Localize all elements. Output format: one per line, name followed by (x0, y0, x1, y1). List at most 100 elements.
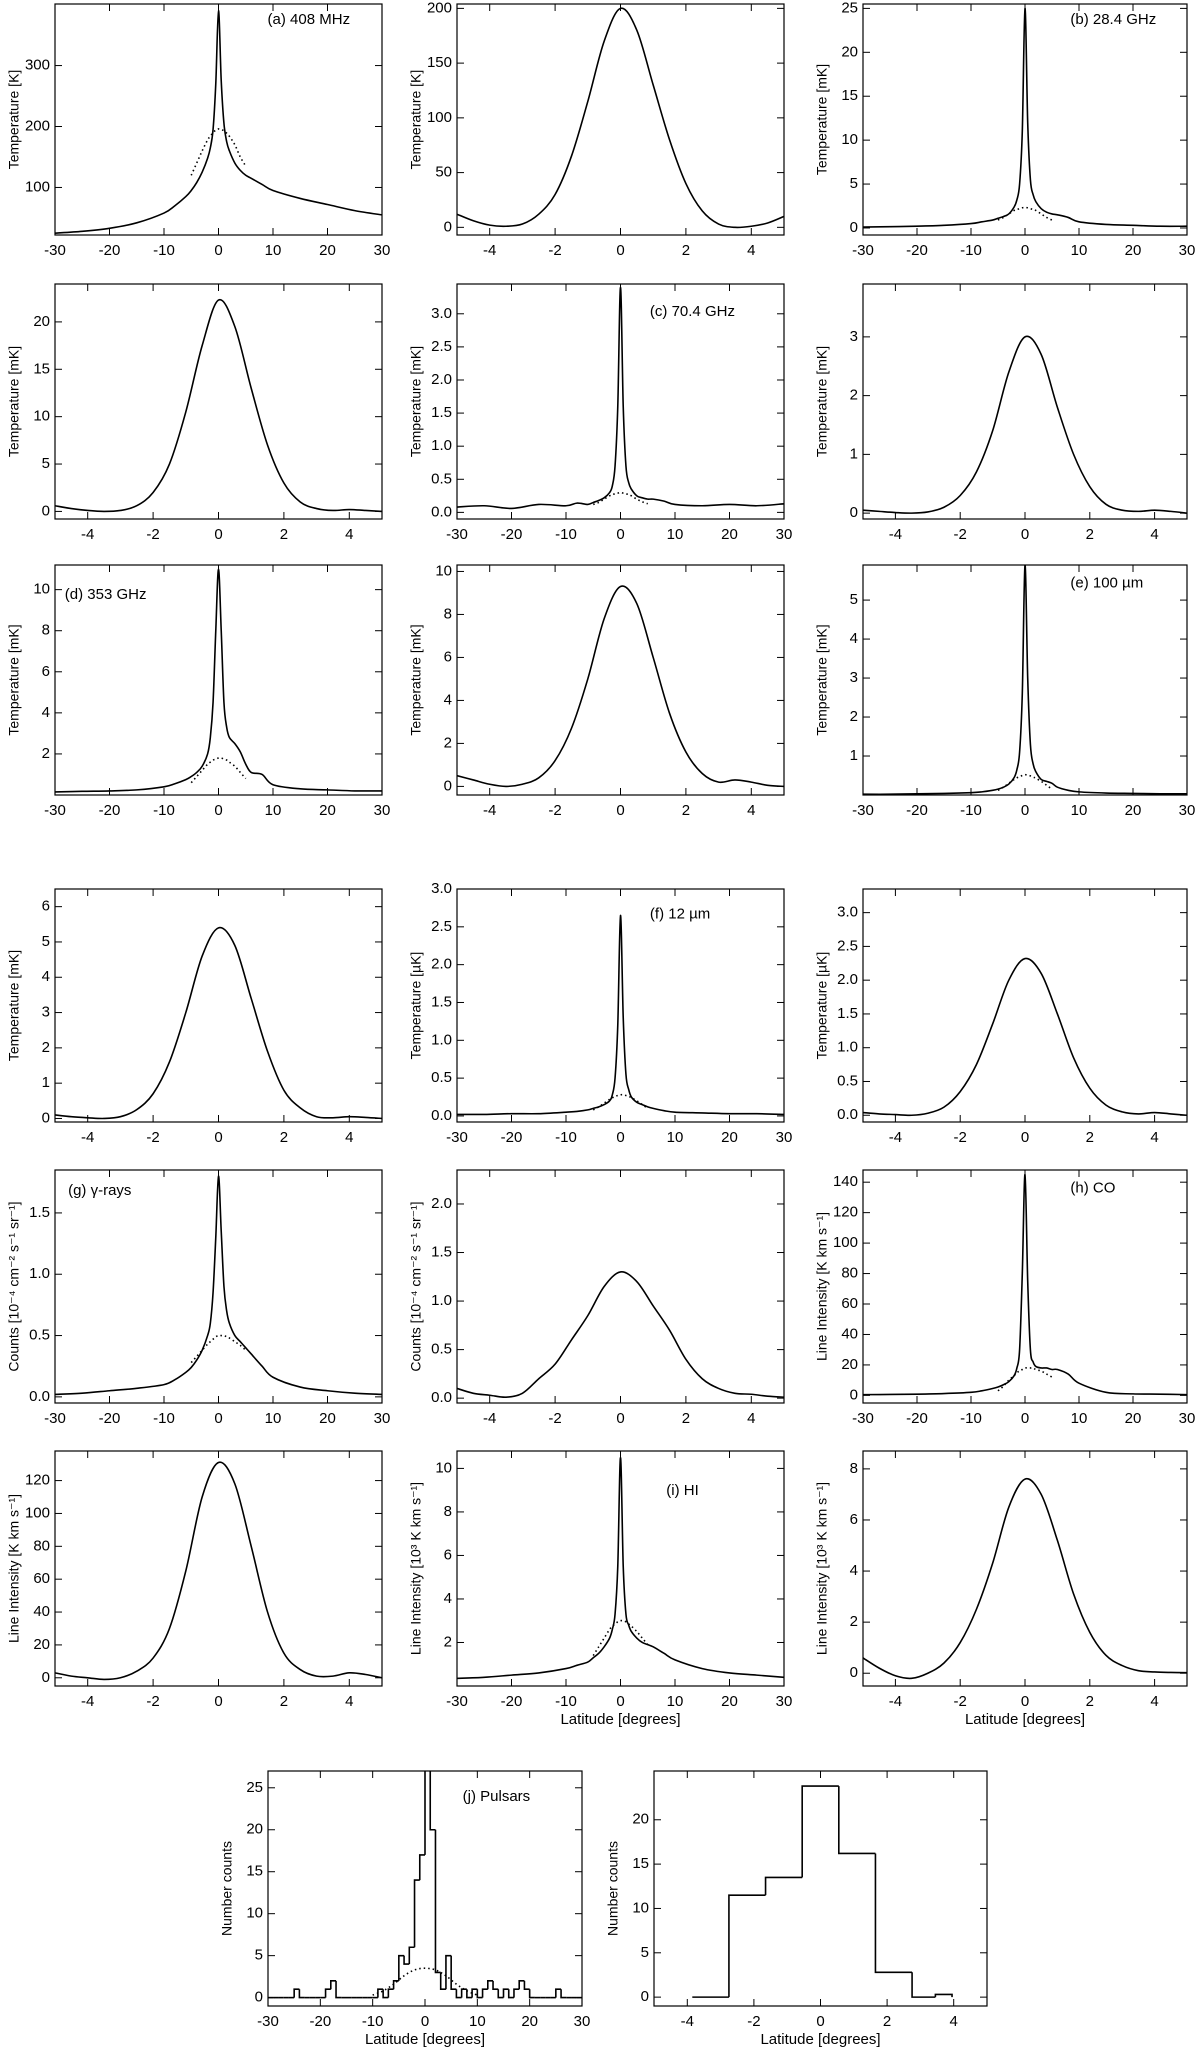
panel: -4 -2 0 2 4 0 2 4 6 8 10 Temperature [mK] (408, 562, 785, 819)
x-tick-label: -10 (960, 802, 982, 819)
line (997, 1367, 1053, 1392)
y-tick-label: 0.5 (431, 1069, 452, 1086)
y-tick-label: 15 (841, 87, 858, 104)
x-tick-label: -20 (99, 802, 121, 819)
axes-frame (456, 1169, 785, 1404)
histogram-bin (528, 1989, 535, 1999)
y-tick-label: 1.5 (431, 404, 452, 421)
panel-label: (g) γ-rays (68, 1182, 131, 1199)
x-tick-label: -4 (483, 1410, 496, 1427)
y-tick-label: 120 (833, 1204, 858, 1221)
x-tick-label: 0 (616, 526, 624, 543)
axes-frame (862, 1450, 1188, 1687)
x-tick-label: 0 (616, 1410, 624, 1427)
histogram-bin (497, 1989, 504, 1999)
plot-area (55, 9, 382, 234)
y-tick-label: 3.0 (431, 305, 452, 322)
y-tick-label: 2.0 (431, 956, 452, 973)
histogram-bin (492, 1980, 499, 1991)
y-tick-label: 0.5 (431, 1341, 452, 1358)
panel: -30 -20 -10 0 10 20 30 0.0 0.5 1.0 1.5 (g) γ-rays Co… (6, 1169, 390, 1427)
y-tick-label: 8 (444, 1503, 452, 1520)
x-tick-label: 2 (1086, 1693, 1094, 1710)
histogram-bin (293, 1988, 300, 1998)
y-tick-label: 5 (255, 1947, 263, 1964)
y-tick-label: 80 (33, 1537, 50, 1554)
histogram-bin (555, 1988, 562, 1998)
line (457, 1456, 784, 1680)
axes-frame (54, 283, 383, 520)
y-tick-label: 4 (42, 968, 50, 985)
x-tick-label: 0 (816, 2013, 824, 2030)
y-tick-label: 2.0 (431, 371, 452, 388)
x-tick-label: -4 (81, 526, 94, 543)
x-tick-label: 20 (1125, 802, 1142, 819)
x-tick-label: 0 (214, 1410, 222, 1427)
plot-area (55, 298, 382, 513)
y-axis-label: Temperature [mK] (814, 624, 830, 735)
x-tick-label: -30 (44, 802, 66, 819)
histogram-bin (455, 1989, 462, 1999)
y-axis-label: Temperature [mK] (814, 64, 830, 175)
line (55, 298, 382, 513)
plot-area (457, 7, 784, 229)
y-tick-label: 10 (33, 581, 50, 598)
axes-frame (456, 3, 785, 236)
y-tick-label: 3.0 (431, 880, 452, 897)
y-tick-label: 60 (841, 1295, 858, 1312)
y-tick-label: 4 (444, 691, 452, 708)
histogram-bin (403, 1955, 410, 1965)
x-tick-label: 30 (776, 1693, 793, 1710)
plot-area (863, 335, 1187, 514)
panel: -30 -20 -10 0 10 20 30 100 200 300 (a) 408 MHz Temp… (6, 3, 390, 259)
histogram-bin (838, 1786, 876, 1855)
x-tick-label: 30 (776, 526, 793, 543)
y-tick-label: 60 (33, 1570, 50, 1587)
line (592, 1093, 649, 1111)
histogram-bin (429, 1771, 436, 1831)
y-tick-label: 1.5 (29, 1204, 50, 1221)
panel-label: (i) HI (666, 1482, 699, 1499)
x-tick-label: -2 (548, 802, 561, 819)
y-tick-label: 3 (850, 669, 858, 686)
axes-frame (456, 283, 785, 520)
x-tick-label: 0 (616, 242, 624, 259)
y-axis-label: Line Intensity [10³ K km s⁻¹] (814, 1482, 830, 1655)
x-tick-label: -20 (501, 526, 523, 543)
panel-label: (h) CO (1070, 1180, 1115, 1197)
x-tick-label: 10 (667, 1129, 684, 1146)
line (457, 7, 784, 229)
x-tick-label: -10 (153, 1410, 175, 1427)
y-tick-label: 200 (427, 0, 452, 16)
x-tick-label: 2 (1086, 1129, 1094, 1146)
x-tick-label: -20 (99, 242, 121, 259)
y-tick-label: 100 (25, 178, 50, 195)
x-tick-label: -2 (146, 1693, 159, 1710)
x-tick-label: 2 (280, 1129, 288, 1146)
x-tick-label: -30 (852, 242, 874, 259)
panel-label: (j) Pulsars (463, 1788, 531, 1805)
histogram-bin (764, 1876, 803, 1896)
x-tick-label: 10 (265, 1410, 282, 1427)
x-tick-label: -20 (906, 802, 928, 819)
line (592, 1619, 649, 1656)
axes-frame (54, 1169, 383, 1404)
x-axis-label: Latitude [degrees] (365, 2031, 485, 2048)
y-tick-label: 0.0 (29, 1388, 50, 1405)
x-tick-label: -4 (889, 526, 902, 543)
plot-area (457, 914, 784, 1116)
x-tick-label: -30 (44, 1410, 66, 1427)
histogram-bin (398, 1954, 405, 1981)
x-tick-label: 4 (1150, 526, 1158, 543)
x-tick-label: -10 (555, 1693, 577, 1710)
panel: -4 -2 0 2 4 0 1 2 3 4 5 6 Temperature [mK] (6, 888, 383, 1146)
histogram-bin (471, 1988, 478, 1998)
line (457, 286, 784, 510)
axes-frame (456, 564, 785, 796)
x-tick-label: 10 (265, 242, 282, 259)
x-tick-label: -4 (889, 1129, 902, 1146)
panel-label: (f) 12 µm (650, 906, 710, 923)
x-tick-label: 10 (1071, 1410, 1088, 1427)
y-tick-label: 0 (444, 777, 452, 794)
x-tick-label: 4 (1150, 1693, 1158, 1710)
